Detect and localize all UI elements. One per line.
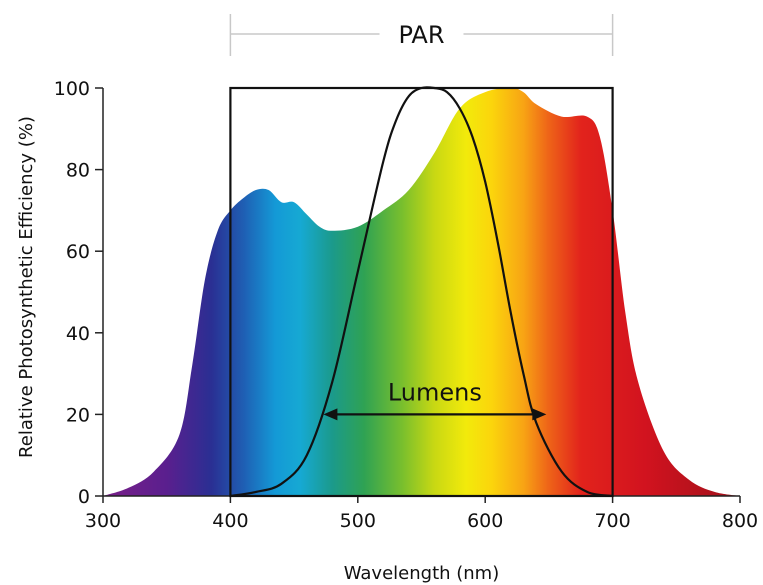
y-tick-label: 0 [78,486,90,508]
par-label: PAR [398,21,444,49]
x-tick-label: 500 [340,510,376,532]
spectrum-area [103,88,740,496]
x-tick-label: 700 [594,510,630,532]
lumens-label: Lumens [388,378,482,406]
x-tick-label: 600 [467,510,503,532]
y-tick-label: 40 [66,323,90,345]
y-tick-label: 60 [66,241,90,263]
lumens-arrow [323,408,547,421]
y-tick-label: 80 [66,160,90,182]
y-axis-ticks: 0 20 40 60 80 100 [54,78,103,508]
y-axis-title: Relative Photosynthetic Efficiency (%) [16,116,37,458]
x-tick-label: 300 [85,510,121,532]
lumens-arrow-head-left [323,408,338,421]
par-bracket [229,14,614,56]
x-tick-label: 400 [212,510,248,532]
x-axis-title: Wavelength (nm) [344,563,500,584]
x-tick-label: 800 [722,510,758,532]
x-axis-ticks: 300 400 500 600 700 800 [85,496,758,532]
y-tick-label: 20 [66,404,90,426]
lumens-arrow-head-right [532,408,547,421]
lumens-curve [230,86,613,498]
y-tick-label: 100 [54,78,90,100]
